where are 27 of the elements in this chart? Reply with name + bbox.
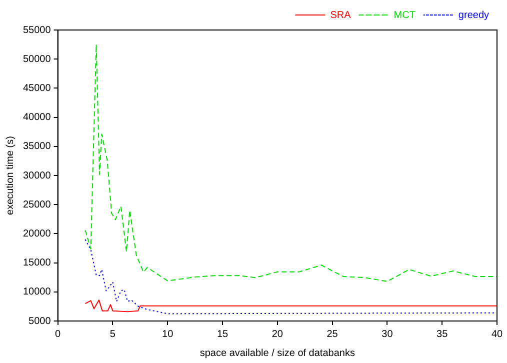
x-tick-label: 15 [216,328,229,340]
y-tick-label: 10000 [22,286,52,298]
y-tick-label: 20000 [22,228,52,240]
y-tick-label: 35000 [22,141,52,152]
y-tick-label: 15000 [22,258,52,269]
x-axis-title: space available / size of databanks [200,348,355,359]
y-tick-label: 30000 [22,170,52,182]
x-tick-label: 40 [491,328,503,340]
x-tick-label: 10 [162,328,174,340]
x-tick-label: 5 [110,328,116,340]
y-tick-label: 50000 [22,54,52,65]
x-tick-label: 35 [436,328,448,340]
x-tick-label: 0 [55,328,62,340]
x-tick-label: 30 [382,328,394,340]
line-series [84,239,497,314]
x-tick-label: 20 [272,328,284,340]
legend-label: SRA [330,10,352,21]
legend-label: MCT [394,10,416,21]
y-tick-label: 5000 [28,316,52,327]
line-series [84,44,497,282]
y-tick-label: 45000 [22,82,52,94]
y-tick-label: 40000 [22,112,52,124]
y-tick-label: 25000 [22,199,52,210]
x-tick-label: 25 [326,328,338,340]
y-axis-title: execution time (s) [4,136,16,215]
legend-label: greedy [458,10,489,21]
y-tick-label: 55000 [22,24,52,36]
